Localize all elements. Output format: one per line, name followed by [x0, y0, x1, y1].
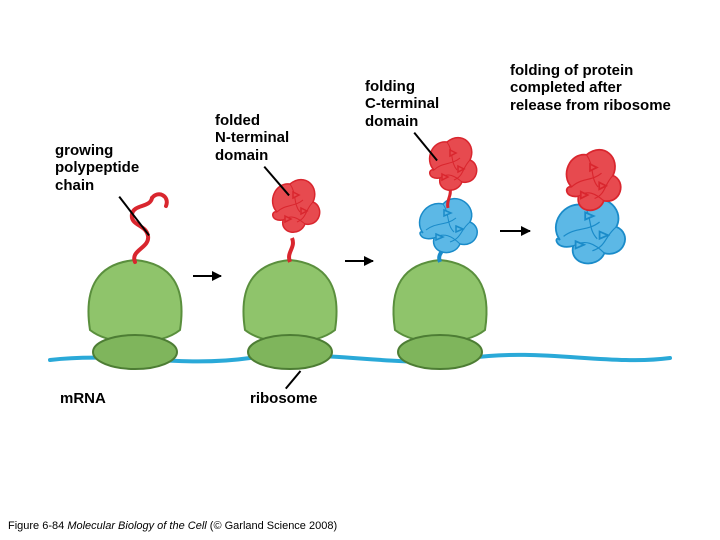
- ribosome-group: [88, 260, 486, 369]
- stage-2-n-terminal: [273, 180, 320, 262]
- stage-1-growing-chain: [132, 194, 167, 262]
- ribosome: [88, 260, 181, 369]
- stage-3-c-terminal: [420, 138, 478, 262]
- label-folding_c: folding C-terminal domain: [365, 78, 439, 130]
- caption-title: Molecular Biology of the Cell: [67, 520, 206, 532]
- caption-prefix: Figure 6-84: [8, 520, 67, 532]
- label-ribosome: ribosome: [250, 390, 318, 407]
- label-folded_n: folded N-terminal domain: [215, 112, 289, 164]
- process-arrow: [500, 230, 530, 232]
- process-arrow: [345, 260, 373, 262]
- figure-caption: Figure 6-84 Molecular Biology of the Cel…: [8, 520, 337, 532]
- label-growing: growing polypeptide chain: [55, 142, 139, 194]
- label-completed: folding of protein completed after relea…: [510, 62, 671, 114]
- diagram-stage: .ribo-large { fill:#8fc46b; stroke:#5a8f…: [0, 0, 720, 540]
- process-arrow: [193, 275, 221, 277]
- caption-suffix: (© Garland Science 2008): [210, 520, 337, 532]
- label-mrna: mRNA: [60, 390, 106, 407]
- ribosome: [393, 260, 486, 369]
- stage-4-released-protein: [556, 150, 625, 264]
- ribosome: [243, 260, 336, 369]
